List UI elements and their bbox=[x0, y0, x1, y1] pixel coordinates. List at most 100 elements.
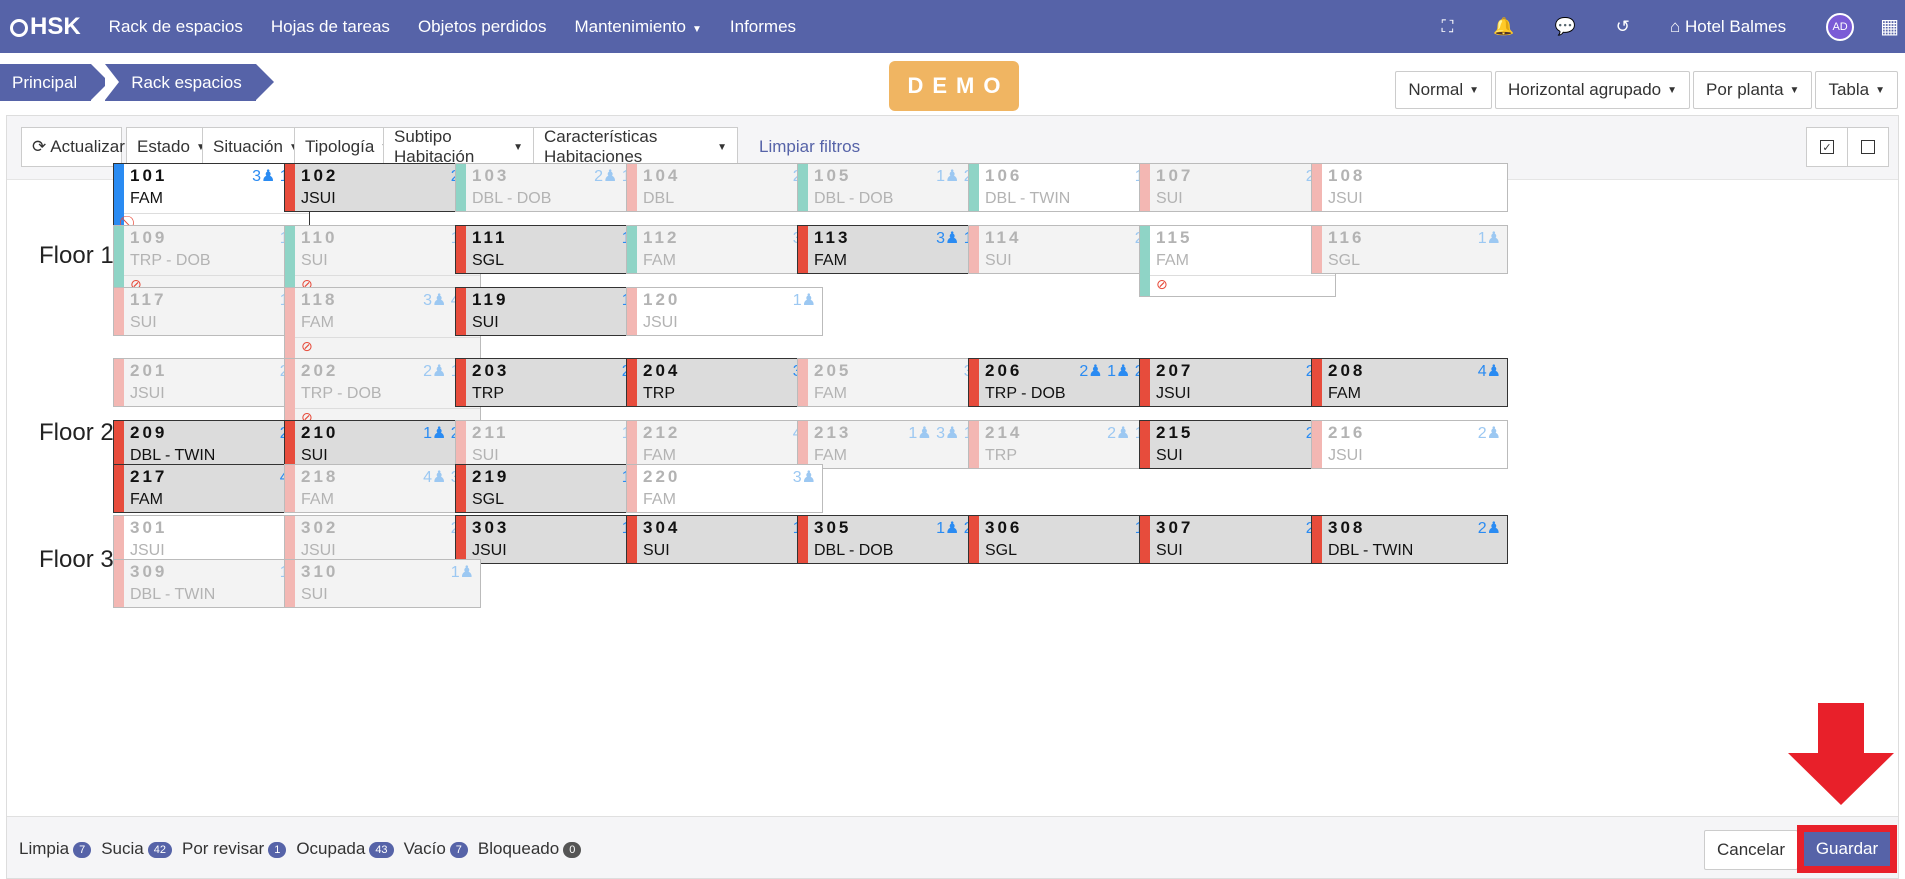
view-layout-dropdown[interactable]: Horizontal agrupado ▼ bbox=[1495, 71, 1691, 109]
room-card-105[interactable]: 105 DBL - DOB 1♟ 2♟ bbox=[797, 163, 994, 212]
caret-down-icon: ▼ bbox=[1469, 84, 1480, 96]
room-card-114[interactable]: 114SUI2♟ bbox=[968, 225, 1165, 274]
room-card-303[interactable]: 303JSUI1♟ bbox=[455, 515, 652, 564]
room-card-302[interactable]: 302JSUI2♟ bbox=[284, 515, 481, 564]
caret-down-icon: ▼ bbox=[1875, 84, 1885, 96]
cancel-button[interactable]: Cancelar bbox=[1704, 830, 1799, 870]
count-badge: 43 bbox=[369, 841, 394, 858]
deselect-all-checkbox[interactable] bbox=[1847, 127, 1889, 167]
bell-icon[interactable]: 🔔 bbox=[1493, 16, 1515, 36]
history-icon[interactable]: ↺ bbox=[1615, 16, 1630, 36]
room-card-212[interactable]: 212FAM4♟ bbox=[626, 420, 823, 469]
clear-filters-link[interactable]: Limpiar filtros bbox=[759, 137, 861, 156]
nav-objetos[interactable]: Objetos perdidos bbox=[417, 16, 547, 36]
room-card-208[interactable]: 208 FAM 4♟ bbox=[1311, 358, 1508, 407]
refresh-label: Actualizar bbox=[50, 137, 125, 156]
room-type: JSUI bbox=[643, 314, 678, 331]
room-card-103[interactable]: 103 DBL - DOB 2♟ 1♟ bbox=[455, 163, 652, 212]
room-card-120[interactable]: 120 JSUI 1♟ bbox=[626, 287, 823, 336]
room-card-102[interactable]: 102JSUI2♟ bbox=[284, 163, 481, 212]
room-card-219[interactable]: 219SGL1♟ bbox=[455, 464, 652, 513]
room-card-107[interactable]: 107SUI2♟ bbox=[1139, 163, 1336, 212]
room-card-206[interactable]: 206 TRP - DOB 2♟ 1♟ 2♟ bbox=[968, 358, 1165, 407]
room-card-218[interactable]: 218 FAM 4♟ 3♟ bbox=[284, 464, 481, 513]
room-type: TRP - DOB bbox=[301, 385, 382, 402]
room-card-211[interactable]: 211SUI1♟ bbox=[455, 420, 652, 469]
view-group-dropdown[interactable]: Por planta ▼ bbox=[1693, 71, 1813, 109]
filter-estado[interactable]: Estado ▼ bbox=[126, 127, 206, 167]
room-card-104[interactable]: 104DBL2♟ bbox=[626, 163, 823, 212]
refresh-button[interactable]: ⟳ Actualizar bbox=[21, 127, 125, 167]
room-type: DBL - TWIN bbox=[985, 190, 1071, 207]
apps-grid-icon[interactable]: ▦ bbox=[1880, 16, 1899, 38]
room-number: 303 bbox=[472, 518, 510, 537]
chat-icon[interactable]: 💬 bbox=[1554, 16, 1576, 36]
room-card-205[interactable]: 205FAM3♟ bbox=[797, 358, 994, 407]
nav-hojas[interactable]: Hojas de tareas bbox=[270, 16, 390, 36]
room-card-305[interactable]: 305 DBL - DOB 1♟ 2♟ bbox=[797, 515, 994, 564]
room-type: FAM bbox=[1328, 385, 1361, 402]
room-number: 212 bbox=[643, 423, 681, 442]
avatar[interactable]: AD bbox=[1826, 12, 1855, 41]
room-card-220[interactable]: 220 FAM 3♟ bbox=[626, 464, 823, 513]
room-card-113[interactable]: 113 FAM 3♟ 1♟ bbox=[797, 225, 994, 274]
room-card-307[interactable]: 307SUI2♟ bbox=[1139, 515, 1336, 564]
room-type: FAM bbox=[130, 190, 163, 207]
room-card-217[interactable]: 217FAM4♟ bbox=[113, 464, 310, 513]
filter-tipologia[interactable]: Tipología▼ bbox=[294, 127, 390, 167]
view-normal-dropdown[interactable]: Normal ▼ bbox=[1395, 71, 1493, 109]
room-card-115[interactable]: 115 FAM ⊘ bbox=[1139, 225, 1336, 297]
breadcrumb-principal[interactable]: Principal bbox=[0, 64, 110, 101]
save-button[interactable]: Guardar bbox=[1800, 828, 1894, 870]
room-card-202[interactable]: 202 TRP - DOB 2♟ 1♟ ⊘ bbox=[284, 358, 481, 430]
room-card-308[interactable]: 308 DBL - TWIN 2♟ bbox=[1311, 515, 1508, 564]
room-card-310[interactable]: 310 SUI 1♟ bbox=[284, 559, 481, 608]
fullscreen-icon[interactable]: ⛶ bbox=[1441, 16, 1454, 36]
room-card-210[interactable]: 210 SUI 1♟ 2♟ bbox=[284, 420, 481, 469]
room-card-118[interactable]: 118 FAM 3♟ 4♟ ⊘ bbox=[284, 287, 481, 359]
room-card-214[interactable]: 214 TRP 2♟ 1♟ bbox=[968, 420, 1165, 469]
room-card-213[interactable]: 213 FAM 1♟ 3♟ 1♟ bbox=[797, 420, 994, 469]
room-card-112[interactable]: 112FAM3♟ bbox=[626, 225, 823, 274]
nav-rack[interactable]: Rack de espacios bbox=[108, 16, 243, 36]
room-number: 207 bbox=[1156, 361, 1194, 380]
room-card-306[interactable]: 306SGL1♟ bbox=[968, 515, 1165, 564]
room-type: TRP bbox=[643, 385, 675, 402]
breadcrumb: Principal Rack espacios bbox=[0, 64, 274, 101]
brand-name: HSK bbox=[30, 12, 81, 40]
filter-subtipo[interactable]: Subtipo Habitación ▼ bbox=[383, 127, 534, 167]
filter-caracteristicas[interactable]: Características Habitaciones ▼ bbox=[533, 127, 738, 167]
select-all-checkbox[interactable]: ✓ bbox=[1806, 127, 1848, 167]
nav-informes[interactable]: Informes bbox=[729, 16, 797, 36]
room-number: 109 bbox=[130, 228, 168, 247]
room-number: 101 bbox=[130, 166, 168, 185]
room-card-116[interactable]: 116 SGL 1♟ bbox=[1311, 225, 1508, 274]
filter-situacion[interactable]: Situación ▼ bbox=[202, 127, 299, 167]
view-table-label: Tabla bbox=[1828, 80, 1870, 99]
room-type: SUI bbox=[301, 586, 328, 603]
nav-mantenimiento[interactable]: Mantenimiento ▼ bbox=[574, 17, 701, 37]
room-card-108[interactable]: 108 JSUI bbox=[1311, 163, 1508, 212]
hotel-selector[interactable]: ⌂ Hotel Balmes bbox=[1670, 17, 1786, 37]
view-table-dropdown[interactable]: Tabla ▼ bbox=[1815, 71, 1898, 109]
room-card-204[interactable]: 204TRP3♟ bbox=[626, 358, 823, 407]
caret-down-icon: ▼ bbox=[513, 141, 523, 153]
logo-icon bbox=[10, 18, 28, 37]
app-logo[interactable]: HSK bbox=[10, 13, 81, 41]
room-card-301[interactable]: 301 JSUI bbox=[113, 515, 310, 564]
legend-label: Limpia bbox=[19, 839, 70, 858]
caret-down-icon: ▼ bbox=[289, 142, 299, 153]
breadcrumb-rack[interactable]: Rack espacios bbox=[105, 64, 274, 101]
room-card-304[interactable]: 304SUI1♟ bbox=[626, 515, 823, 564]
room-card-216[interactable]: 216 JSUI 2♟ bbox=[1311, 420, 1508, 469]
